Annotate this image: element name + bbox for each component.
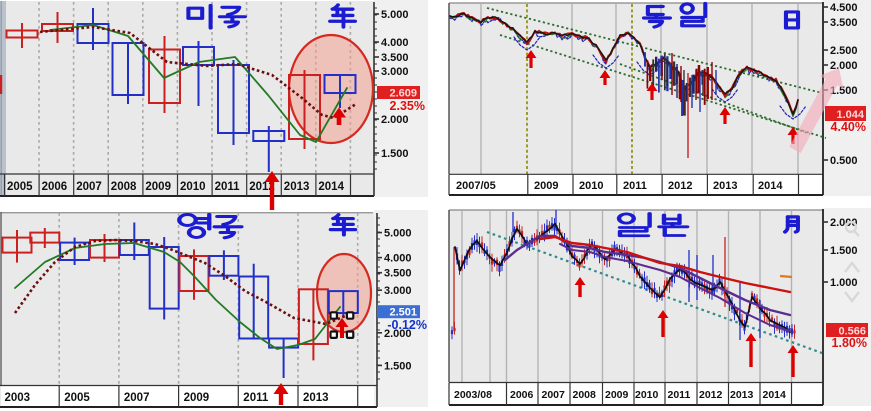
svg-text:2.35%: 2.35% [390,99,425,113]
svg-text:3.000: 3.000 [381,66,409,78]
svg-text:3.500: 3.500 [384,268,412,280]
svg-text:2.501: 2.501 [389,307,417,319]
svg-text:4.40%: 4.40% [831,120,866,134]
svg-text:2013: 2013 [713,180,737,192]
svg-text:2009: 2009 [605,389,629,401]
svg-text:2006: 2006 [42,181,68,193]
svg-text:2007/05: 2007/05 [456,180,496,192]
svg-text:2013: 2013 [284,181,310,193]
svg-text:4.500: 4.500 [830,2,858,14]
svg-text:1.000: 1.000 [830,277,858,289]
svg-text:2.000: 2.000 [384,328,412,340]
svg-text:2009: 2009 [184,392,210,404]
svg-text:3.500: 3.500 [381,52,409,64]
svg-text:2011: 2011 [215,181,241,193]
svg-text:2007: 2007 [76,181,102,193]
svg-text:1.500: 1.500 [830,245,858,257]
svg-text:4.000: 4.000 [384,253,412,265]
svg-text:2005: 2005 [7,181,33,193]
svg-text:2013: 2013 [303,392,329,404]
svg-text:2011: 2011 [668,389,691,401]
svg-text:2012: 2012 [668,180,692,192]
svg-text:2.500: 2.500 [830,45,858,57]
svg-text:2003: 2003 [5,392,31,404]
svg-text:2009: 2009 [145,181,171,193]
svg-text:2008: 2008 [111,181,137,193]
svg-text:2.000: 2.000 [830,217,858,229]
svg-text:2011: 2011 [623,180,647,192]
svg-text:2009: 2009 [534,180,558,192]
svg-text:2007: 2007 [124,392,150,404]
svg-text:2013: 2013 [730,389,754,401]
svg-text:0.500: 0.500 [830,155,858,167]
svg-text:0.566: 0.566 [838,326,866,338]
svg-text:2008: 2008 [573,389,597,401]
svg-text:2014: 2014 [758,180,783,192]
svg-text:2.000: 2.000 [381,114,409,126]
svg-text:2011: 2011 [243,392,269,404]
svg-text:1.500: 1.500 [381,148,409,160]
svg-text:2010: 2010 [635,389,659,401]
svg-text:5.000: 5.000 [381,9,409,21]
svg-text:1.80%: 1.80% [832,336,867,350]
svg-text:2012: 2012 [699,389,723,401]
svg-text:2006: 2006 [510,389,534,401]
svg-text:2010: 2010 [579,180,603,192]
svg-text:2.609: 2.609 [389,88,417,100]
svg-text:1.044: 1.044 [836,109,864,121]
svg-text:2007: 2007 [542,389,566,401]
svg-text:2010: 2010 [180,181,206,193]
svg-text:2014: 2014 [318,181,344,193]
svg-text:2014: 2014 [763,389,787,401]
svg-text:3.000: 3.000 [384,285,412,297]
svg-text:2012: 2012 [249,181,275,193]
svg-text:3.500: 3.500 [830,17,858,29]
svg-text:-0.12%: -0.12% [387,318,427,332]
svg-text:2005: 2005 [64,392,90,404]
svg-text:4.000: 4.000 [381,37,409,49]
svg-text:2003/08: 2003/08 [454,389,492,401]
svg-text:1.500: 1.500 [384,360,412,372]
svg-text:5.000: 5.000 [384,228,412,240]
svg-text:1.500: 1.500 [830,85,858,97]
